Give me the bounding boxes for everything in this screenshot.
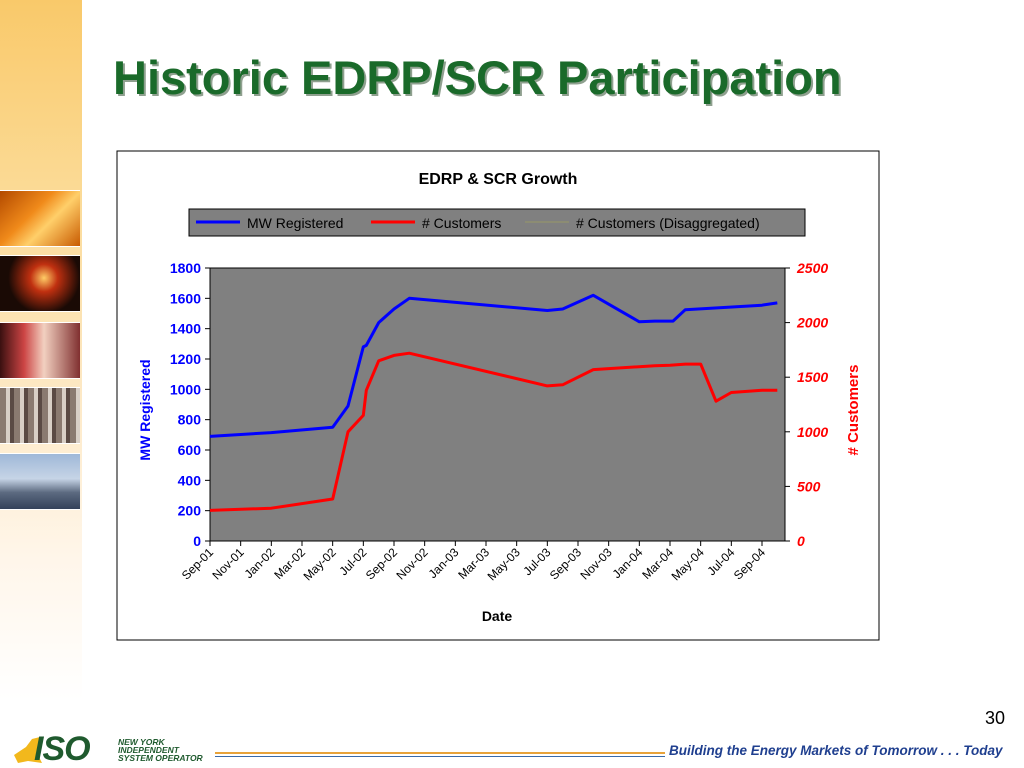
series-line-customers <box>209 351 778 512</box>
ny-state-logo-icon <box>14 737 42 763</box>
y-right-axis-label: # Customers <box>845 365 862 456</box>
control-room-photo <box>0 387 80 444</box>
legend-label-disaggregated: # Customers (Disaggregated) <box>576 215 760 231</box>
legend: MW Registered # Customers # Customers (D… <box>188 208 806 237</box>
y-left-tick-label: 1200 <box>170 351 201 367</box>
y-left-axis: 0 200 400 600 800 1000 1200 1400 1600 1800 <box>170 260 210 549</box>
logo-line-2: INDEPENDENT <box>118 745 179 755</box>
legend-box <box>188 208 806 237</box>
y-left-tick-label: 400 <box>178 472 202 488</box>
y-left-tick-label: 1600 <box>170 290 201 306</box>
y-left-tick-label: 600 <box>178 442 202 458</box>
slide-title: Historic EDRP/SCR Participation <box>113 51 842 104</box>
y-right-axis: 0 500 1000 1500 2000 2500 <box>785 260 828 549</box>
plot-area <box>209 267 786 542</box>
y-right-tick-label: 1500 <box>797 369 828 385</box>
series-line-mw-registered <box>209 293 778 438</box>
motion-blur-photo <box>0 322 80 379</box>
legend-label-customers: # Customers <box>422 215 501 231</box>
footer-divider-accent <box>215 756 665 757</box>
y-left-tick-label: 200 <box>178 503 202 519</box>
footer-tagline: Building the Energy Markets of Tomorrow … <box>669 743 1003 758</box>
x-axis-label: Date <box>482 608 513 624</box>
skyline-photo <box>0 453 80 510</box>
y-right-tick-label: 0 <box>797 533 805 549</box>
chart-title: EDRP & SCR Growth <box>419 171 578 188</box>
y-left-tick-label: 0 <box>193 533 201 549</box>
y-right-tick-label: 2000 <box>796 315 828 331</box>
y-left-tick-label: 800 <box>178 412 202 428</box>
y-left-tick-label: 1800 <box>170 260 201 276</box>
y-right-tick-label: 500 <box>797 478 821 494</box>
logo-iso-mark: ISO <box>34 730 91 768</box>
logo-text: NEW YORK INDEPENDENT SYSTEM OPERATOR <box>118 737 218 763</box>
y-right-tick-label: 1000 <box>797 424 828 440</box>
times-square-photo <box>0 255 80 312</box>
tower-photo <box>0 190 80 247</box>
logo-line-3: SYSTEM OPERATOR <box>118 753 203 763</box>
legend-label-mw: MW Registered <box>247 215 343 231</box>
y-left-axis-label: MW Registered <box>137 359 153 460</box>
y-left-tick-label: 1400 <box>170 321 201 337</box>
footer-divider <box>215 752 665 754</box>
page-number: 30 <box>985 708 1006 728</box>
y-right-tick-label: 2500 <box>796 260 828 276</box>
logo-line-1: NEW YORK <box>118 737 165 747</box>
y-left-tick-label: 1000 <box>170 381 201 397</box>
